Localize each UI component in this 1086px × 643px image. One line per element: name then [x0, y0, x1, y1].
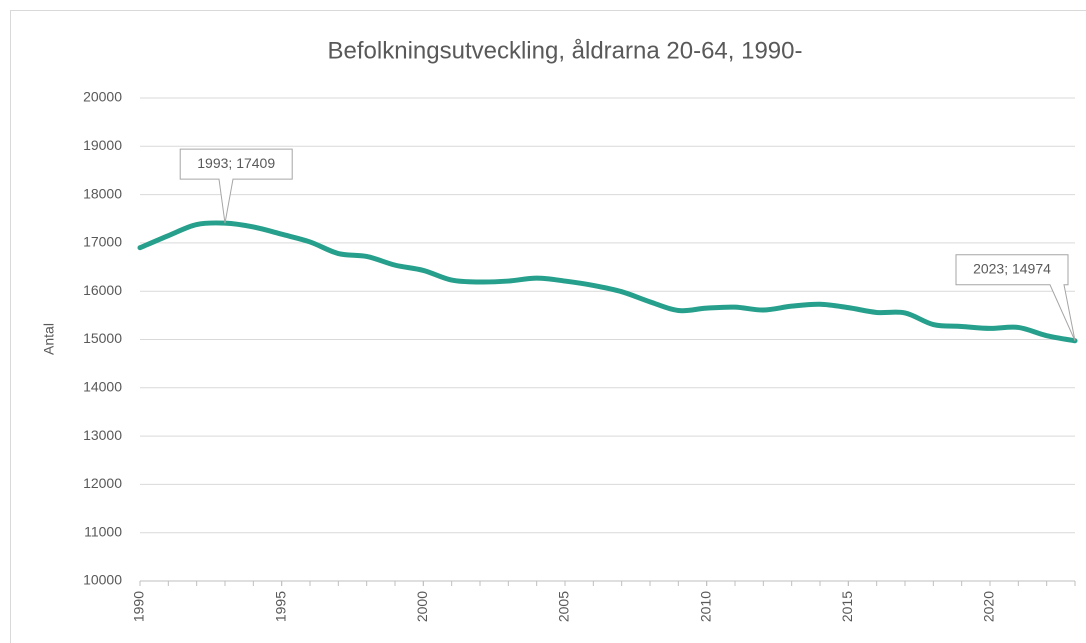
y-tick-label: 15000	[83, 330, 122, 346]
y-tick-label: 17000	[83, 234, 122, 250]
y-tick-label: 14000	[83, 379, 122, 395]
x-tick-label: 1995	[272, 591, 288, 622]
chart-title: Befolkningsutveckling, åldrarna 20-64, 1…	[328, 37, 803, 64]
data-label: 2023; 14974	[973, 260, 1051, 276]
data-line	[137, 220, 1078, 344]
y-tick-label: 19000	[83, 137, 122, 153]
y-tick-label: 18000	[83, 185, 122, 201]
y-axis-label: Antal	[41, 323, 57, 355]
data-label: 1993; 17409	[197, 155, 275, 171]
x-tick-label: 1990	[131, 591, 147, 622]
x-tick-label: 2005	[556, 591, 572, 622]
chart-frame	[10, 10, 1086, 643]
y-tick-label: 10000	[83, 572, 122, 588]
x-tick-label: 2020	[981, 591, 997, 622]
x-tick-label: 2015	[839, 591, 855, 622]
callout-box	[955, 254, 1076, 341]
y-tick-label: 13000	[83, 427, 122, 443]
y-tick-label: 20000	[83, 89, 122, 105]
x-tick-label: 2000	[414, 591, 430, 622]
y-tick-label: 11000	[84, 523, 122, 539]
callout-box	[179, 148, 293, 224]
y-tick-label: 12000	[83, 475, 122, 491]
x-tick-label: 2010	[697, 591, 713, 622]
y-tick-label: 16000	[83, 282, 122, 298]
